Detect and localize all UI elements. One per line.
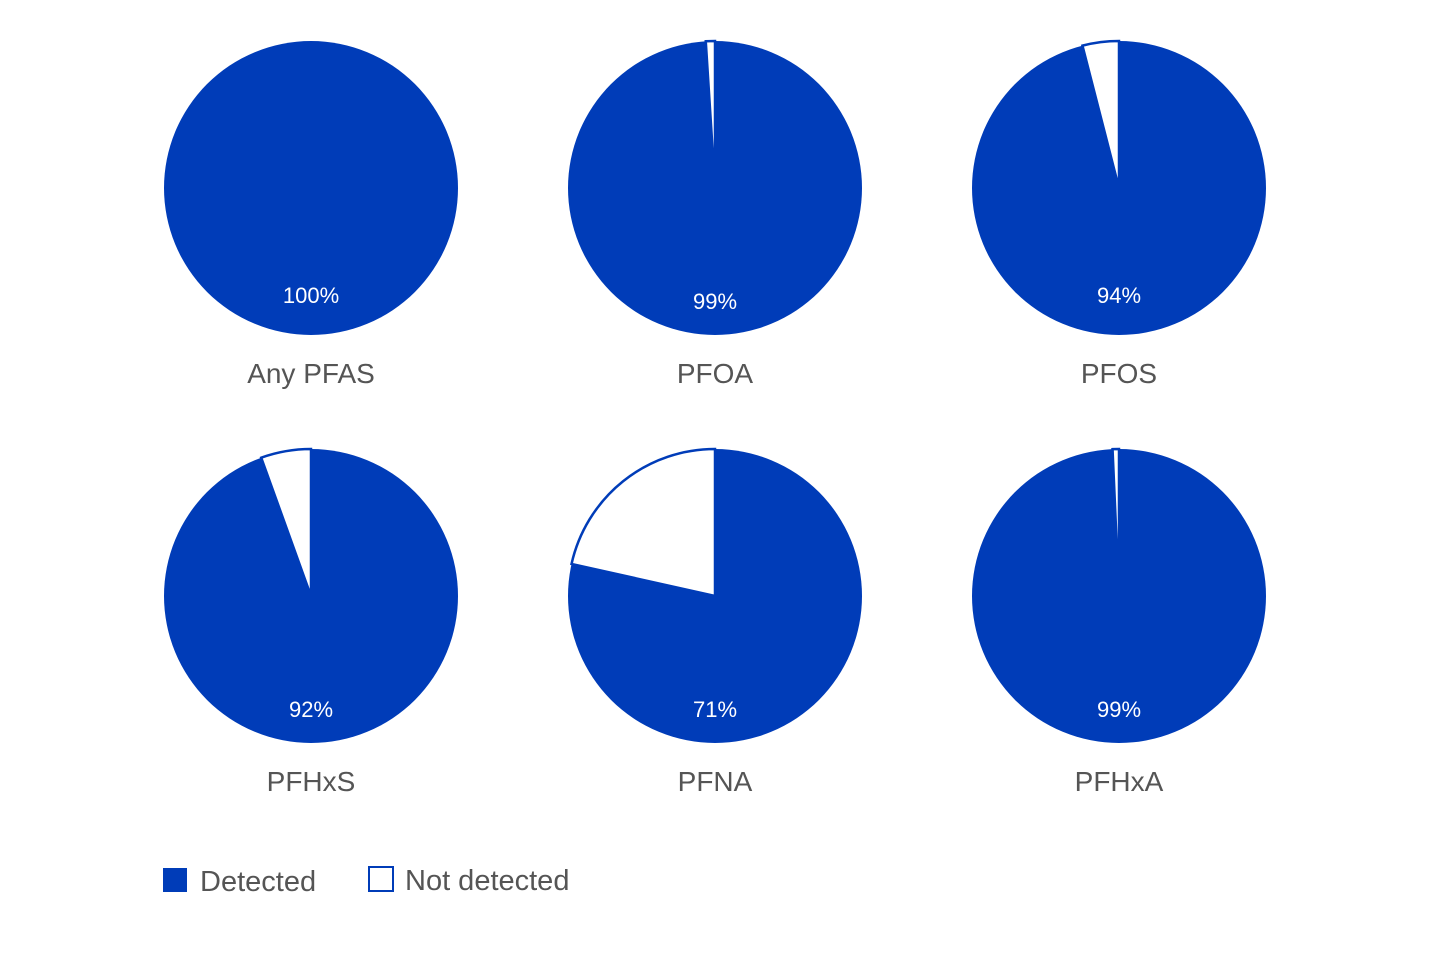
legend-label-detected: Detected [200, 866, 316, 898]
pie-title-pfna: PFNA [678, 766, 753, 797]
pie-slice-not-detected-pfoa [704, 39, 717, 189]
pie-data-label-pfos: 94% [1097, 283, 1141, 308]
pie-data-label-pfna: 71% [693, 697, 737, 722]
pie-slice-not-detected-pfos [1080, 39, 1121, 189]
pie-title-any-pfas: Any PFAS [247, 358, 375, 389]
pie-data-label-pfhxs: 92% [289, 697, 333, 722]
pies-group: 100% Any PFAS 99% PFOA 94% PFOS 92% PFHxS 71% PFN… [164, 39, 1266, 797]
pie-title-pfhxs: PFHxS [267, 766, 356, 797]
legend-label-not-detected: Not detected [405, 865, 569, 897]
pie-slice-not-detected-pfhxa [1111, 447, 1121, 597]
legend-swatch-not-detected [368, 866, 394, 892]
legend: Detected Not detected [163, 865, 569, 898]
pie-title-pfoa: PFOA [677, 358, 754, 389]
legend-swatch-detected [163, 868, 187, 892]
pie-title-pfos: PFOS [1081, 358, 1157, 389]
pie-data-label-pfhxa: 99% [1097, 697, 1141, 722]
pie-data-label-any-pfas: 100% [283, 283, 339, 308]
pie-data-label-pfoa: 99% [693, 289, 737, 314]
pie-title-pfhxa: PFHxA [1075, 766, 1164, 797]
pie-slice-detected-any-pfas [164, 41, 458, 335]
pie-slice-not-detected-pfhxs [259, 447, 313, 597]
pie-slice-not-detected-pfna [570, 447, 717, 598]
